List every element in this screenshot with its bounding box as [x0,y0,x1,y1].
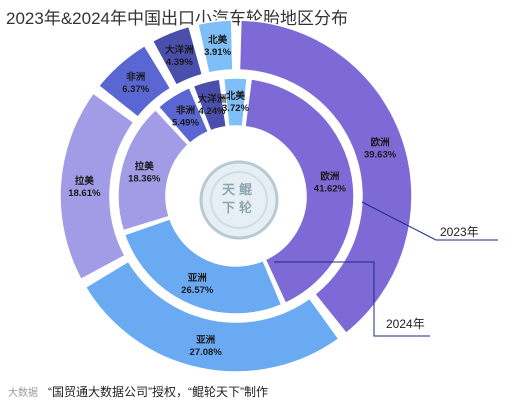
slice-label-outer-4: 拉美 18.61% [68,175,101,199]
slice-inner-6 [192,78,228,132]
slice-inner-5 [157,86,210,145]
slice-outer-5 [97,44,172,119]
year-label-inner: 2023年 [440,225,479,239]
slice-inner-3 [123,217,283,315]
slice-outer-1 [197,19,234,74]
slice-outer-3 [84,260,340,373]
callout-line-inner [361,201,498,241]
slice-label-inner-2: 欧洲 41.62% [314,171,347,195]
slice-outer-6 [151,25,204,87]
slice-outer-2 [238,19,413,335]
svg-text:天鲲: 天鲲 [222,182,256,197]
callout-line-outer [274,261,430,337]
slice-label-outer-3: 亚洲 27.08% [190,335,223,358]
watermark-text: 大数据 [8,388,38,399]
logo-circle [199,160,279,240]
slice-label-outer-1: 北美 3.91% [204,34,231,58]
slice-inner-2 [244,78,355,305]
slice-label-inner-4: 拉美 18.36% [128,161,161,185]
source-credit: 大数据 “国贸通大数据公司”授权，“鲲轮天下”制作 [8,383,268,400]
slice-outer-4 [59,92,135,281]
slice-inner-1 [222,77,248,128]
svg-text:下轮: 下轮 [222,200,256,215]
slice-label-inner-6: 大洋洲 4.24% [198,93,227,117]
slice-inner-4 [117,108,190,232]
slice-label-outer-5: 非洲 6.37% [122,71,149,95]
credit-text: “国贸通大数据公司”授权，“鲲轮天下”制作 [48,385,268,399]
slice-label-inner-5: 非洲 5.49% [172,105,199,129]
year-label-outer: 2024年 [386,317,425,331]
slice-label-inner-1: 北美 3.72% [222,90,249,114]
slice-label-outer-2: 欧洲 39.63% [364,137,397,161]
slice-label-outer-6: 大洋洲 4.39% [165,44,194,68]
slice-label-inner-3: 亚洲 26.57% [181,273,214,296]
